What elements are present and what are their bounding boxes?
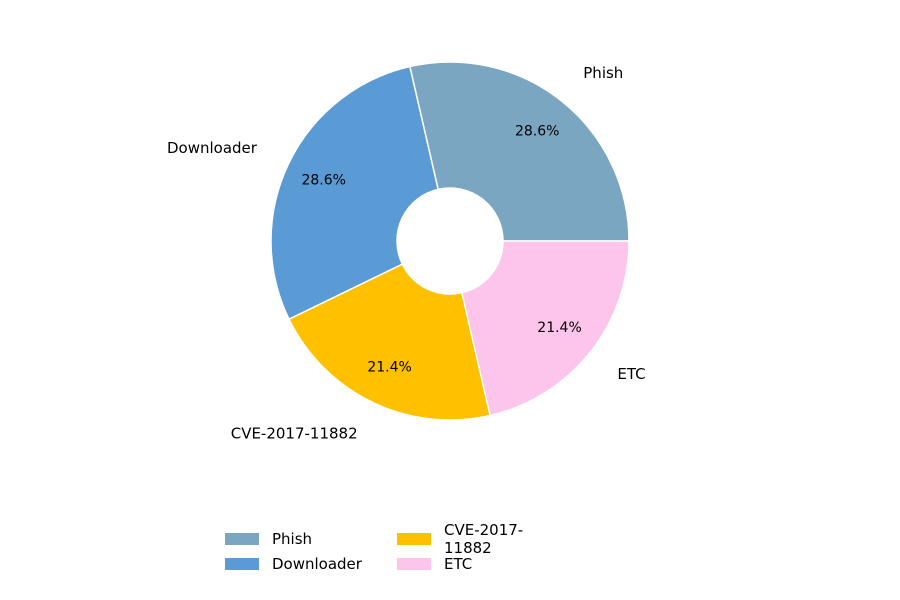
slice-cve-2017-11882 [288, 263, 492, 421]
legend-item: ETC [397, 551, 569, 576]
legend-label: Downloader [272, 554, 362, 573]
legend-label: Phish [272, 529, 313, 548]
legend-label: ETC [444, 554, 473, 573]
legend-swatch [225, 532, 259, 545]
slice-phish [408, 61, 630, 242]
slice-label: CVE-2017-11882 [231, 425, 358, 443]
legend-item: Phish [225, 526, 397, 551]
percent-label: 21.4% [537, 320, 581, 336]
percent-label: 28.6% [301, 173, 345, 189]
legend-swatch [397, 532, 431, 545]
percent-label: 21.4% [367, 359, 411, 375]
slice-label: Phish [583, 64, 623, 82]
percent-label: 28.6% [515, 123, 559, 139]
slice-etc [460, 240, 630, 417]
legend-swatch [225, 557, 259, 570]
legend-label: CVE-2017-11882 [444, 520, 524, 557]
legend-swatch [397, 557, 431, 570]
legend-item: Downloader [225, 551, 397, 576]
slice-label: Downloader [167, 139, 258, 157]
legend-item: CVE-2017-11882 [397, 521, 569, 557]
slice-label: ETC [617, 365, 645, 383]
legend: Phish Downloader CVE-2017-11882 ETC [225, 521, 689, 576]
slice-downloader [270, 65, 440, 321]
